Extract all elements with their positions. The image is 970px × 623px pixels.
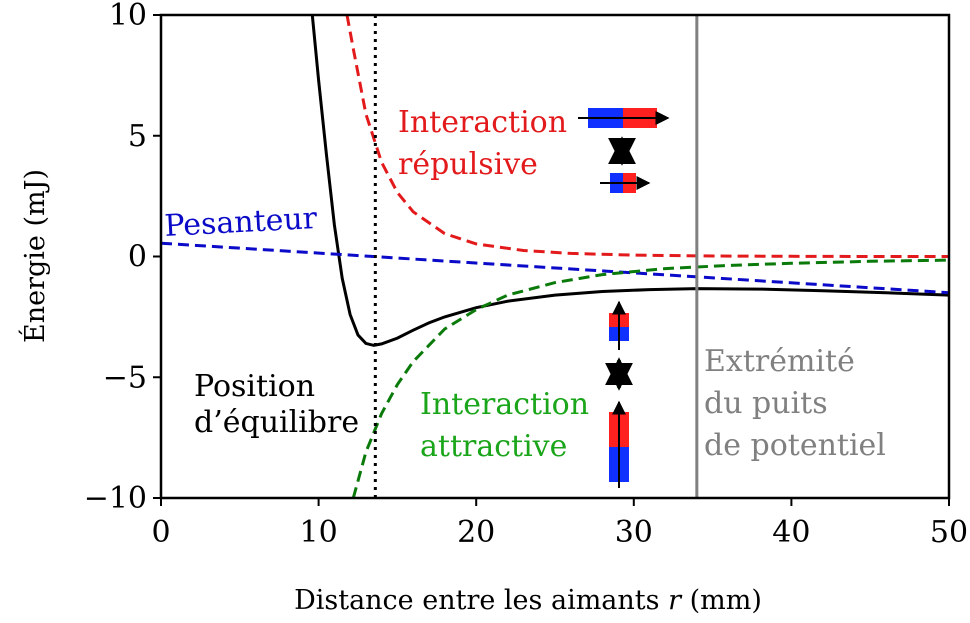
gravity-series-line <box>161 241 949 295</box>
x-axis-variable: r <box>668 585 683 616</box>
x-tick-label: 40 <box>772 515 810 550</box>
repulsive-label: Interaction répulsive <box>398 105 567 182</box>
attractive-series-line <box>351 258 949 498</box>
y-tick-label: 10 <box>109 0 147 33</box>
well-edge-label: Extrémité du puits de potentiel <box>704 344 886 463</box>
x-tick-label: 20 <box>457 515 495 550</box>
gravity-label: Pesanteur <box>164 201 319 244</box>
y-axis-label: Énergie (mJ) <box>18 169 51 343</box>
x-axis-label: Distance entre les aimants r (mm) <box>294 585 762 616</box>
well-edge-label-line3: de potentiel <box>704 428 886 463</box>
x-axis-unit: (mm) <box>690 585 762 616</box>
repulsive-series-line <box>345 15 949 258</box>
attractive-magnets-icon <box>605 300 633 488</box>
x-tick-label: 10 <box>300 515 338 550</box>
well-edge-label-line1: Extrémité <box>704 344 855 379</box>
repulsive-label-line1: Interaction <box>398 105 567 140</box>
x-axis-label-text: Distance entre les aimants <box>294 585 659 616</box>
y-tick-label: −5 <box>103 360 147 395</box>
total-series-line <box>310 15 949 347</box>
attractive-label: Interaction attractive <box>420 387 589 464</box>
equilibrium-label: Position d’équilibre <box>194 369 359 440</box>
equilibrium-label-line2: d’équilibre <box>194 405 359 440</box>
x-tick-label: 30 <box>615 515 653 550</box>
repulsive-label-line2: répulsive <box>398 147 538 182</box>
attractive-label-line1: Interaction <box>420 387 589 422</box>
y-tick-label: 0 <box>128 240 147 275</box>
y-tick-label: −10 <box>84 481 147 516</box>
well-edge-label-line2: du puits <box>704 386 828 421</box>
repulsive-magnets-icon <box>578 108 670 193</box>
equilibrium-label-line1: Position <box>194 369 315 404</box>
x-tick-label: 50 <box>930 515 968 550</box>
x-tick-label: 0 <box>151 515 170 550</box>
y-tick-label: 5 <box>128 119 147 154</box>
attractive-label-line2: attractive <box>420 429 567 464</box>
